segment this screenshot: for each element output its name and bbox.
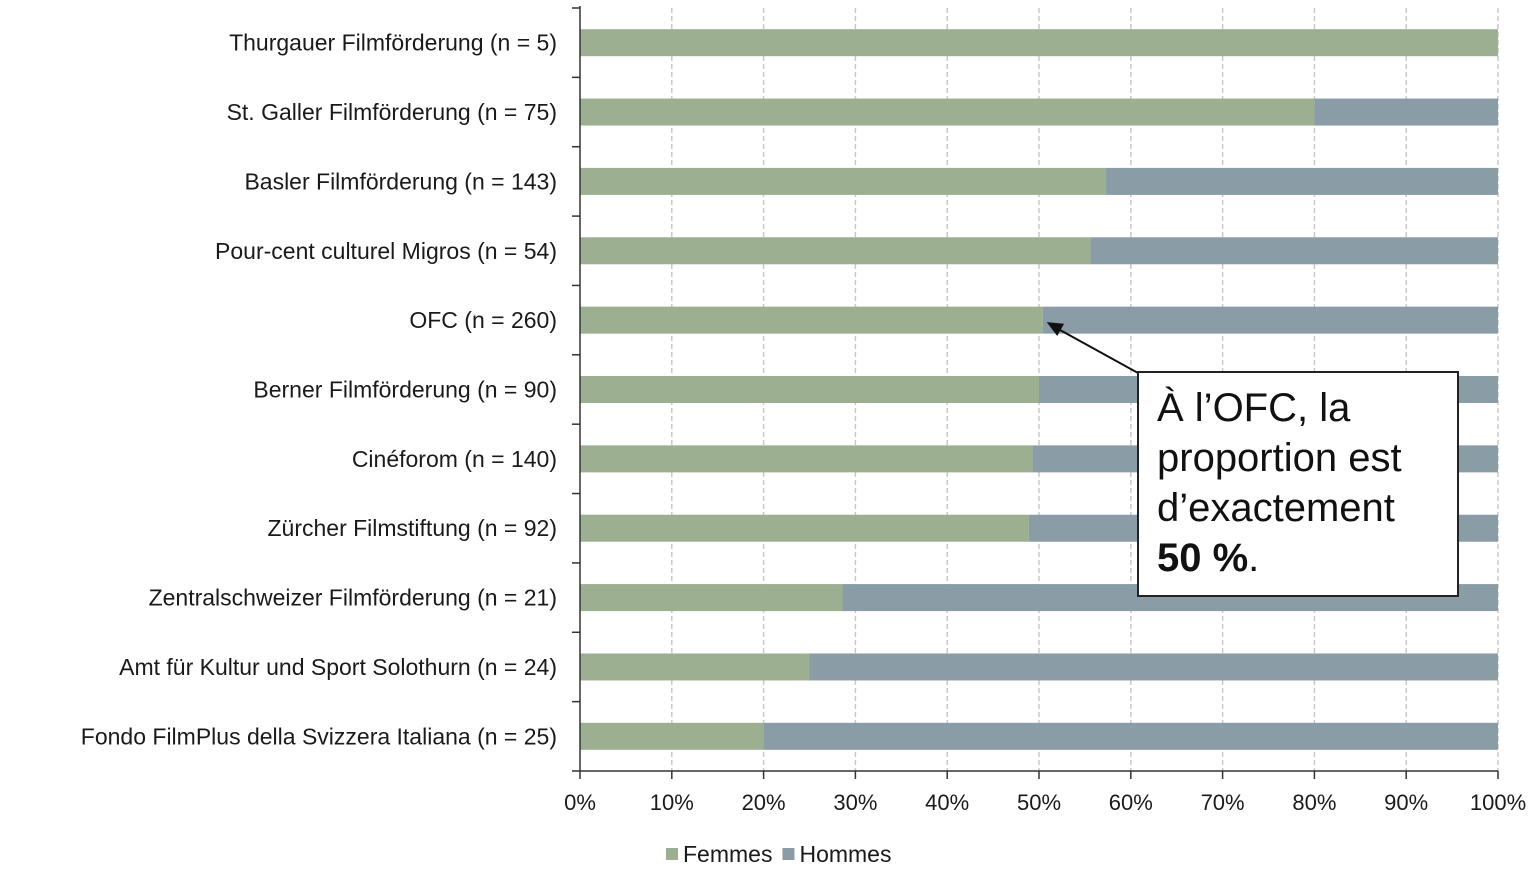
x-tick-label: 60% [1109,790,1153,815]
x-tick-label: 0% [564,790,596,815]
category-label: Cinéforom (n = 140) [352,446,557,472]
bar-femmes [580,653,810,680]
x-tick-label: 50% [1017,790,1061,815]
bar-femmes [580,99,1314,126]
x-tick-labels: 0% 10% 20% 30% 40% 50% 60% 70% 80% 90% 100% [564,790,1526,815]
bar-hommes [1043,307,1498,334]
x-tick-label: 80% [1292,790,1336,815]
bar-hommes [1106,168,1498,195]
legend-swatch-femmes [666,848,678,860]
category-label: Amt für Kultur und Sport Solothurn (n = … [119,654,557,680]
legend-swatch-hommes [782,848,794,860]
annotation-text: À l’OFC, la proportion est d’exactement [1157,386,1402,530]
arrow-line [1057,328,1138,373]
bar-femmes [580,376,1039,403]
category-label: Fondo FilmPlus della Svizzera Italiana (… [81,723,557,749]
legend: Femmes Hommes [666,841,891,867]
category-label: Berner Filmförderung (n = 90) [253,377,557,403]
bar-hommes [1090,237,1498,264]
x-tick-label: 100% [1470,790,1526,815]
bar-femmes [580,584,843,611]
annotation-end: . [1248,536,1259,580]
category-label: Pour-cent culturel Migros (n = 54) [215,238,557,264]
annotation-bold-value: 50 % [1157,536,1248,580]
annotation-box: À l’OFC, la proportion est d’exactement … [1137,371,1459,597]
category-label: Zürcher Filmstiftung (n = 92) [267,515,557,541]
bar-femmes [580,29,1498,56]
category-label: St. Galler Filmförderung (n = 75) [227,99,557,125]
x-tick-label: 90% [1384,790,1428,815]
category-label: OFC (n = 260) [409,307,557,333]
bar-femmes [580,515,1029,542]
category-label: Basler Filmförderung (n = 143) [244,168,557,194]
bar-femmes [580,307,1043,334]
x-tick-label: 40% [925,790,969,815]
x-tick-label: 20% [742,790,786,815]
bar-hommes [764,723,1498,750]
category-label: Thurgauer Filmförderung (n = 5) [229,30,557,56]
bar-hommes [1314,99,1498,126]
bar-femmes [580,723,764,750]
bar-hommes [810,653,1499,680]
legend-label-femmes: Femmes [683,841,772,867]
bar-femmes [580,168,1106,195]
x-tick-label: 10% [650,790,694,815]
category-label: Zentralschweizer Filmförderung (n = 21) [149,585,557,611]
x-tick-label: 30% [833,790,877,815]
bar-femmes [580,237,1090,264]
legend-label-hommes: Hommes [799,841,891,867]
x-tick-label: 70% [1201,790,1245,815]
category-labels: Thurgauer Filmförderung (n = 5) St. Galle… [81,30,557,750]
bar-femmes [580,445,1033,472]
